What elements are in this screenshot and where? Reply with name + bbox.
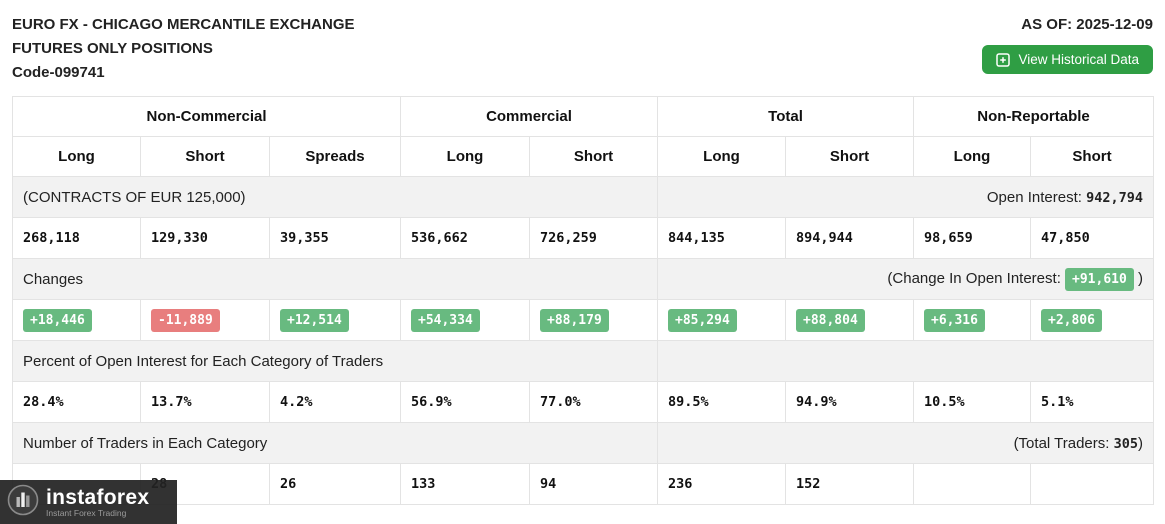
changes-label: Changes <box>12 258 658 300</box>
change-badge: +12,514 <box>280 308 349 332</box>
instaforex-logo-icon <box>7 484 39 521</box>
traders-cell: 152 <box>785 463 914 505</box>
position-cell: 129,330 <box>140 217 270 259</box>
as-of-date: AS OF: 2025-12-09 <box>1021 16 1153 33</box>
change-cell: +18,446 <box>12 299 141 341</box>
position-cell: 536,662 <box>400 217 530 259</box>
percent-band-right <box>657 340 1154 382</box>
changes-row: +18,446 -11,889 +12,514 +54,334 +88,179 … <box>12 299 1154 341</box>
position-cell: 844,135 <box>657 217 786 259</box>
traders-cell <box>913 463 1031 505</box>
group-header-row: Non-Commercial Commercial Total Non-Repo… <box>12 96 1154 137</box>
instaforex-watermark: instaforex Instant Forex Trading <box>0 480 177 524</box>
change-cell: +2,806 <box>1030 299 1154 341</box>
change-cell: +88,179 <box>529 299 658 341</box>
group-header-total: Total <box>657 96 914 137</box>
report-header: EURO FX - CHICAGO MERCANTILE EXCHANGE FU… <box>0 0 1165 96</box>
column-header: Short <box>1030 136 1154 177</box>
position-cell: 39,355 <box>269 217 401 259</box>
change-badge: +2,806 <box>1041 308 1102 332</box>
change-oi-suffix: ) <box>1138 269 1143 287</box>
change-open-interest-cell: (Change In Open Interest: +91,610 ) <box>657 258 1154 300</box>
total-traders-cell: (Total Traders: 305) <box>657 422 1154 464</box>
cot-table: Non-Commercial Commercial Total Non-Repo… <box>12 96 1154 505</box>
group-header-noncommercial: Non-Commercial <box>12 96 401 137</box>
column-header: Long <box>657 136 786 177</box>
header-right: AS OF: 2025-12-09 View Historical Data <box>982 13 1153 74</box>
column-header: Long <box>12 136 141 177</box>
change-badge: -11,889 <box>151 308 220 332</box>
percent-cell: 4.2% <box>269 381 401 423</box>
column-header: Short <box>140 136 270 177</box>
change-cell: -11,889 <box>140 299 270 341</box>
title-block: EURO FX - CHICAGO MERCANTILE EXCHANGE FU… <box>12 13 355 85</box>
change-cell: +12,514 <box>269 299 401 341</box>
traders-row: 28 26 133 94 236 152 <box>12 463 1154 505</box>
traders-cell: 236 <box>657 463 786 505</box>
column-header: Short <box>785 136 914 177</box>
column-header: Short <box>529 136 658 177</box>
percent-cell: 94.9% <box>785 381 914 423</box>
change-cell: +85,294 <box>657 299 786 341</box>
traders-band-row: Number of Traders in Each Category (Tota… <box>12 422 1154 464</box>
contracts-label: (CONTRACTS OF EUR 125,000) <box>12 176 658 218</box>
column-header: Long <box>400 136 530 177</box>
change-badge: +88,179 <box>540 308 609 332</box>
total-traders-suffix: ) <box>1138 434 1143 452</box>
change-badge: +6,316 <box>924 308 985 332</box>
position-cell: 268,118 <box>12 217 141 259</box>
group-header-nonreportable: Non-Reportable <box>913 96 1154 137</box>
report-title-line2: FUTURES ONLY POSITIONS <box>12 40 213 57</box>
traders-cell <box>1030 463 1154 505</box>
position-cell: 726,259 <box>529 217 658 259</box>
traders-label: Number of Traders in Each Category <box>12 422 658 464</box>
change-cell: +54,334 <box>400 299 530 341</box>
percents-row: 28.4% 13.7% 4.2% 56.9% 77.0% 89.5% 94.9%… <box>12 381 1154 423</box>
column-header: Long <box>913 136 1031 177</box>
changes-band-row: Changes (Change In Open Interest: +91,61… <box>12 258 1154 300</box>
percent-cell: 77.0% <box>529 381 658 423</box>
positions-row: 268,118 129,330 39,355 536,662 726,259 8… <box>12 217 1154 259</box>
open-interest-value: 942,794 <box>1086 189 1143 206</box>
percent-cell: 89.5% <box>657 381 786 423</box>
report-title-line1: EURO FX - CHICAGO MERCANTILE EXCHANGE <box>12 16 355 33</box>
contracts-band-row: (CONTRACTS OF EUR 125,000) Open Interest… <box>12 176 1154 218</box>
watermark-brand: instaforex <box>46 485 150 509</box>
percent-band-row: Percent of Open Interest for Each Catego… <box>12 340 1154 382</box>
view-historical-data-label: View Historical Data <box>1018 52 1139 67</box>
percent-label: Percent of Open Interest for Each Catego… <box>12 340 658 382</box>
position-cell: 47,850 <box>1030 217 1154 259</box>
traders-cell: 94 <box>529 463 658 505</box>
change-badge: +85,294 <box>668 308 737 332</box>
percent-cell: 28.4% <box>12 381 141 423</box>
column-header: Spreads <box>269 136 401 177</box>
percent-cell: 10.5% <box>913 381 1031 423</box>
percent-cell: 56.9% <box>400 381 530 423</box>
change-cell: +6,316 <box>913 299 1031 341</box>
view-historical-data-button[interactable]: View Historical Data <box>982 45 1153 74</box>
change-oi-label: (Change In Open Interest: <box>887 269 1061 287</box>
position-cell: 894,944 <box>785 217 914 259</box>
total-traders-label: (Total Traders: <box>1013 434 1110 452</box>
open-interest-cell: Open Interest: 942,794 <box>657 176 1154 218</box>
square-plus-icon <box>996 52 1011 67</box>
change-cell: +88,804 <box>785 299 914 341</box>
open-interest-label: Open Interest: <box>986 188 1082 206</box>
change-badge: +88,804 <box>796 308 865 332</box>
total-traders-value: 305 <box>1113 435 1138 452</box>
column-header-row: Long Short Spreads Long Short Long Short… <box>12 136 1154 177</box>
traders-cell: 133 <box>400 463 530 505</box>
percent-cell: 13.7% <box>140 381 270 423</box>
percent-cell: 5.1% <box>1030 381 1154 423</box>
change-oi-badge: +91,610 <box>1065 267 1134 291</box>
watermark-tagline: Instant Forex Trading <box>46 507 127 518</box>
watermark-text: instaforex Instant Forex Trading <box>46 487 149 518</box>
group-header-commercial: Commercial <box>400 96 658 137</box>
report-code: Code-099741 <box>12 64 105 81</box>
position-cell: 98,659 <box>913 217 1031 259</box>
change-badge: +18,446 <box>23 308 92 332</box>
change-badge: +54,334 <box>411 308 480 332</box>
traders-cell: 26 <box>269 463 401 505</box>
